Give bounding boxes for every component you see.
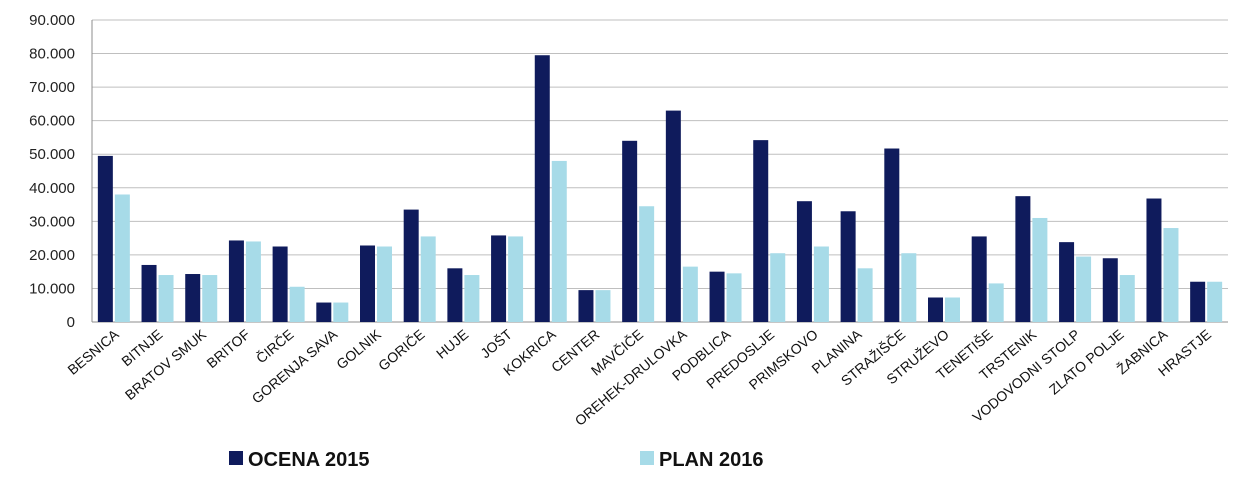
bar-ocena-2015 [578, 290, 594, 322]
y-tick-label: 40.000 [29, 180, 75, 197]
y-tick-label: 90.000 [29, 12, 75, 29]
bar-plan-2016 [158, 275, 174, 322]
y-tick-label: 10.000 [29, 280, 75, 297]
bar-plan-2016 [682, 266, 698, 322]
bar-plan-2016 [289, 286, 305, 322]
bar-plan-2016 [551, 160, 567, 322]
bar-ocena-2015 [272, 246, 288, 322]
bar-ocena-2015 [971, 236, 987, 322]
bar-plan-2016 [813, 246, 829, 322]
bar-ocena-2015 [753, 140, 769, 322]
plot-area [92, 20, 1228, 322]
bar-plan-2016 [1076, 256, 1092, 322]
bar-ocena-2015 [622, 140, 638, 322]
x-tick-label: HUJE [433, 326, 471, 362]
bar-plan-2016 [901, 253, 917, 322]
bar-ocena-2015 [1015, 196, 1031, 322]
bar-ocena-2015 [796, 201, 812, 322]
x-tick-label: GOLNIK [333, 326, 384, 373]
bar-plan-2016 [770, 253, 786, 322]
x-tick-label: BESNICA [64, 326, 122, 378]
bar-ocena-2015 [1190, 281, 1206, 322]
legend-label-ocena-2015: OCENA 2015 [248, 449, 370, 471]
x-tick-label: GORIČE [375, 326, 428, 374]
bar-ocena-2015 [884, 148, 900, 322]
bar-ocena-2015 [360, 245, 375, 322]
y-tick-label: 30.000 [29, 213, 75, 230]
x-tick-label: BRATOV SMUK [122, 326, 210, 403]
bar-plan-2016 [420, 236, 436, 322]
bar-plan-2016 [726, 273, 742, 322]
y-tick-label: 50.000 [29, 146, 75, 163]
bar-plan-2016 [1163, 228, 1179, 322]
bar-ocena-2015 [97, 155, 113, 322]
bar-plan-2016 [639, 206, 655, 322]
bar-ocena-2015 [447, 268, 463, 322]
bar-plan-2016 [1032, 217, 1048, 322]
bar-ocena-2015 [1146, 198, 1162, 322]
bar-ocena-2015 [316, 302, 332, 322]
bar-plan-2016 [377, 246, 392, 322]
y-tick-label: 0 [67, 314, 75, 331]
legend-label-plan-2016: PLAN 2016 [659, 449, 764, 471]
bar-plan-2016 [333, 302, 349, 322]
bar-plan-2016 [1119, 275, 1135, 322]
x-tick-label: BRITOF [203, 326, 252, 371]
bar-plan-2016 [464, 275, 480, 322]
bar-plan-2016 [1207, 281, 1223, 322]
bar-ocena-2015 [185, 274, 201, 322]
y-tick-label: 60.000 [29, 113, 75, 130]
bar-ocena-2015 [1059, 242, 1075, 322]
y-tick-label: 70.000 [29, 79, 75, 96]
bar-ocena-2015 [403, 209, 419, 322]
y-tick-label: 20.000 [29, 247, 75, 264]
bar-ocena-2015 [534, 55, 550, 322]
legend-swatch-plan-2016 [640, 451, 654, 465]
bar-ocena-2015 [928, 297, 943, 322]
bar-ocena-2015 [1102, 258, 1118, 322]
legend-swatch-ocena-2015 [229, 451, 243, 465]
bar-ocena-2015 [228, 240, 244, 322]
bar-ocena-2015 [665, 110, 681, 322]
bar-ocena-2015 [491, 235, 507, 322]
x-tick-label: JOŠT [477, 326, 515, 362]
bar-plan-2016 [508, 236, 524, 322]
y-tick-label: 80.000 [29, 46, 75, 63]
bar-ocena-2015 [840, 211, 856, 322]
bar-ocena-2015 [709, 271, 725, 322]
x-tick-label: ZLATO POLJE [1046, 326, 1127, 397]
bar-plan-2016 [857, 268, 873, 322]
bar-plan-2016 [202, 275, 218, 322]
bar-ocena-2015 [141, 264, 157, 322]
bar-plan-2016 [245, 241, 261, 322]
bar-plan-2016 [988, 283, 1004, 322]
bar-plan-2016 [114, 194, 130, 322]
bar-plan-2016 [595, 290, 611, 322]
bar-plan-2016 [945, 297, 960, 322]
